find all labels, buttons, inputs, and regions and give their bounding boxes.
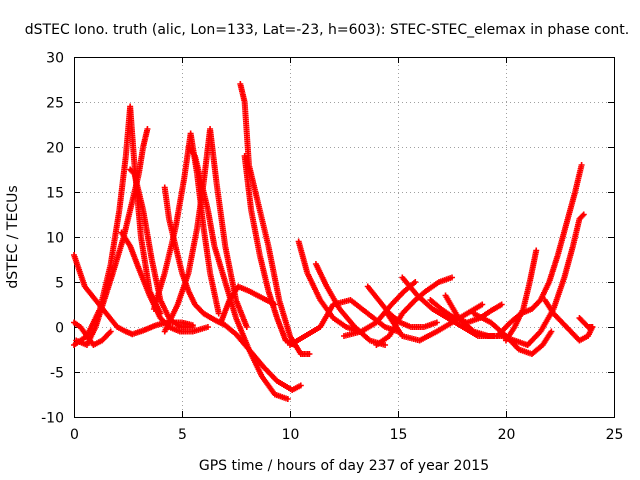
series-arc-29 xyxy=(576,315,596,330)
y-tick-label: -10 xyxy=(41,411,64,427)
data-point xyxy=(579,212,586,219)
data-point xyxy=(479,301,486,308)
data-point xyxy=(433,319,440,326)
series-arc-11 xyxy=(237,81,313,357)
data-point xyxy=(271,301,278,308)
x-tick-label: 15 xyxy=(390,427,408,443)
chart-title: dSTEC Iono. truth (alic, Lon=133, Lat=-2… xyxy=(25,22,629,38)
series-arc-6 xyxy=(127,166,196,330)
x-tick-label: 5 xyxy=(178,427,187,443)
data-point xyxy=(297,382,304,389)
data-point xyxy=(589,324,596,330)
data-point xyxy=(306,351,313,357)
y-tick-label: 5 xyxy=(55,276,64,292)
data-point xyxy=(144,126,151,132)
data-point xyxy=(548,328,555,335)
data-point xyxy=(580,211,587,218)
y-tick-label: 15 xyxy=(46,186,64,202)
series-arc-28 xyxy=(541,297,596,344)
series-arc-27 xyxy=(524,211,587,348)
data-point xyxy=(533,247,540,254)
data-point xyxy=(130,169,137,176)
y-tick-label: 25 xyxy=(46,96,64,112)
y-tick-label: 0 xyxy=(55,321,64,337)
series-arc-26 xyxy=(503,247,540,344)
x-tick-label: 20 xyxy=(498,427,516,443)
data-point xyxy=(204,324,211,330)
x-tick-label: 25 xyxy=(606,427,624,443)
data-point xyxy=(107,328,114,335)
data-point xyxy=(189,324,196,330)
y-tick-label: 10 xyxy=(46,231,64,247)
series-arc-16 xyxy=(287,297,401,348)
series-arc-19 xyxy=(373,274,455,348)
data-point xyxy=(449,274,455,281)
data-point xyxy=(215,310,222,317)
data-point xyxy=(412,279,419,285)
x-tick-label: 10 xyxy=(282,427,300,443)
series-arc-15 xyxy=(312,261,389,348)
series-arc-12 xyxy=(241,153,298,348)
series-arc-13 xyxy=(217,283,278,326)
series-arc-10 xyxy=(161,126,250,335)
data-point xyxy=(578,162,585,168)
x-axis-label: GPS time / hours of day 237 of year 2015 xyxy=(199,458,489,474)
y-axis-label: dSTEC / TECUs xyxy=(5,185,21,288)
grid xyxy=(74,57,614,417)
data-point xyxy=(243,324,250,330)
data-marks xyxy=(71,81,596,402)
data-point xyxy=(382,342,389,348)
data-point xyxy=(498,301,505,308)
axis-ticks: 0 5 10 15 20 25 -10 -5 0 5 10 15 20 25 30 xyxy=(41,51,623,444)
y-tick-label: -5 xyxy=(50,366,64,382)
y-tick-label: 20 xyxy=(46,141,64,157)
y-tick-label: 30 xyxy=(46,51,64,67)
data-point xyxy=(284,396,291,402)
x-tick-label: 0 xyxy=(70,427,79,443)
